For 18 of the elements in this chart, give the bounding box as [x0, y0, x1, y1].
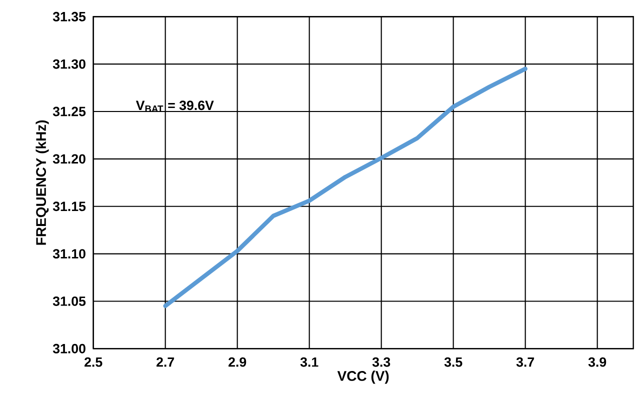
x-tick-label: 3.9: [588, 357, 606, 367]
x-tick-label: 3.7: [516, 357, 534, 367]
x-tick-label: 3.5: [444, 357, 462, 367]
x-axis-title: VCC (V): [337, 370, 389, 384]
y-tick-label: 31.15: [52, 202, 86, 212]
x-tick-label: 2.5: [84, 357, 102, 367]
y-tick-label: 31.35: [52, 12, 86, 22]
y-tick-label: 31.00: [52, 344, 86, 354]
y-tick-label: 31.10: [52, 249, 86, 259]
y-axis-title: FREQUENCY (kHz): [36, 120, 49, 245]
x-tick-label: 3.1: [300, 357, 318, 367]
y-tick-label: 31.30: [52, 59, 86, 69]
y-tick-label: 31.05: [52, 296, 86, 306]
y-tick-label: 31.25: [52, 106, 86, 116]
x-tick-label: 2.9: [228, 357, 246, 367]
y-tick-label: 31.20: [52, 154, 86, 164]
x-tick-label: 2.7: [156, 357, 174, 367]
x-tick-label: 3.3: [372, 357, 390, 367]
